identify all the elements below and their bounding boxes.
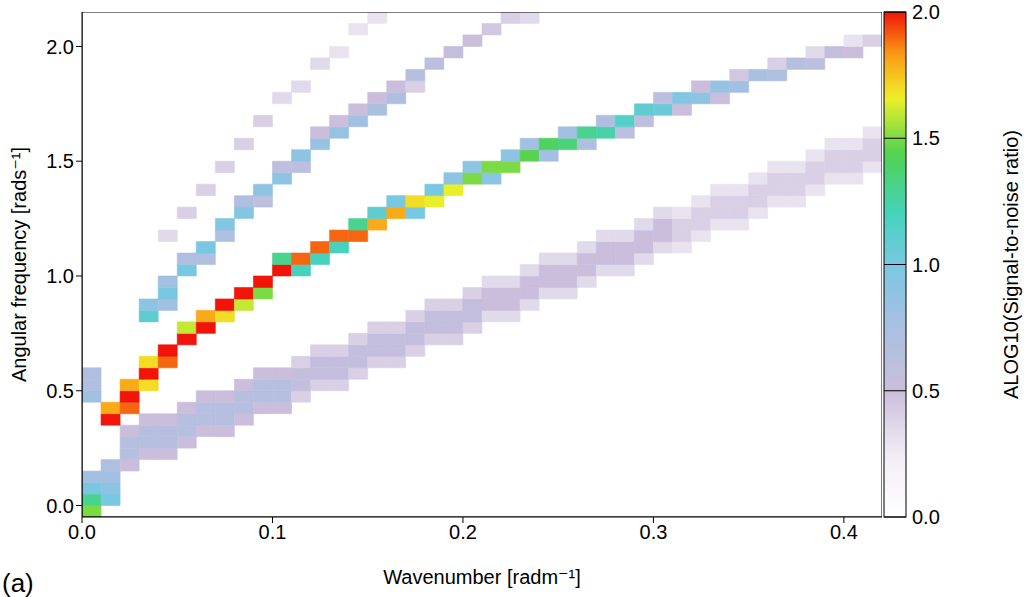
svg-text:0.5: 0.5 (46, 380, 74, 402)
svg-text:2.0: 2.0 (46, 36, 74, 58)
svg-text:0.0: 0.0 (68, 521, 96, 543)
svg-text:0.1: 0.1 (259, 521, 287, 543)
svg-text:0.4: 0.4 (830, 521, 858, 543)
svg-text:1.0: 1.0 (46, 265, 74, 287)
svg-text:Angular frequency [rads⁻¹]: Angular frequency [rads⁻¹] (8, 147, 30, 382)
svg-text:(a): (a) (2, 568, 34, 597)
svg-text:0.5: 0.5 (912, 380, 940, 402)
svg-text:0.2: 0.2 (449, 521, 477, 543)
svg-text:ALOG10(Signal-to-noise ratio): ALOG10(Signal-to-noise ratio) (1000, 130, 1022, 399)
svg-text:1.5: 1.5 (912, 127, 940, 149)
svg-text:2.0: 2.0 (912, 1, 940, 23)
svg-text:0.0: 0.0 (912, 506, 940, 528)
svg-text:0.3: 0.3 (640, 521, 668, 543)
svg-text:Wavenumber [radm⁻¹]: Wavenumber [radm⁻¹] (383, 566, 581, 588)
svg-text:1.0: 1.0 (912, 254, 940, 276)
svg-text:1.5: 1.5 (46, 150, 74, 172)
svg-text:0.0: 0.0 (46, 495, 74, 517)
